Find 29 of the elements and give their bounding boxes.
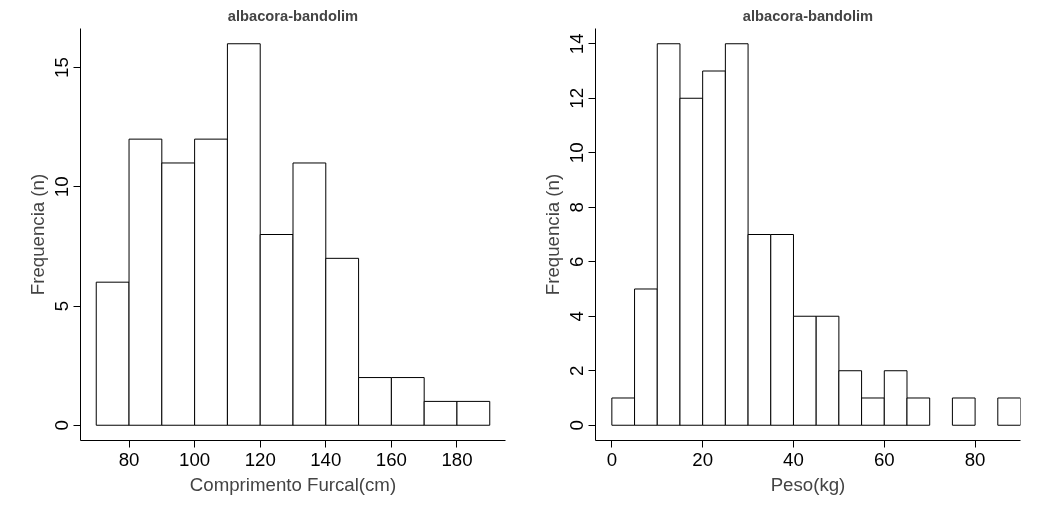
x-tick-label: 80 — [964, 448, 986, 470]
y-tick-label: 5 — [51, 300, 73, 312]
x-tick-label: 80 — [118, 448, 140, 470]
x-axis-title: Comprimento Furcal(cm) — [189, 473, 397, 495]
y-tick-label: 10 — [566, 142, 588, 164]
x-tick-label: 140 — [310, 448, 342, 470]
x-tick-label: 40 — [783, 448, 804, 470]
y-tick-label: 8 — [566, 202, 588, 213]
x-tick-label: 20 — [692, 448, 714, 470]
y-tick-label: 2 — [566, 365, 588, 376]
y-tick-label: 15 — [51, 57, 73, 78]
x-tick-label: 100 — [179, 448, 211, 470]
y-axis-title: Frequencia (n) — [26, 173, 48, 296]
x-tick-label: 180 — [441, 448, 473, 470]
y-axis-title: Frequencia (n) — [541, 173, 563, 296]
y-tick-label: 14 — [566, 33, 588, 55]
y-tick-label: 6 — [566, 256, 588, 267]
x-tick-label: 120 — [244, 448, 276, 470]
y-tick-label: 12 — [566, 87, 588, 109]
chart-title: albacora-bandolim — [742, 7, 874, 24]
y-tick-label: 0 — [566, 420, 588, 431]
x-axis-title: Peso(kg) — [770, 473, 846, 495]
y-tick-label: 4 — [566, 311, 588, 322]
x-tick-label: 60 — [873, 448, 895, 470]
y-tick-label: 0 — [51, 420, 73, 431]
y-tick-label: 10 — [51, 176, 73, 198]
x-tick-label: 160 — [375, 448, 407, 470]
chart-title: albacora-bandolim — [227, 7, 359, 24]
x-tick-label: 0 — [606, 448, 618, 470]
